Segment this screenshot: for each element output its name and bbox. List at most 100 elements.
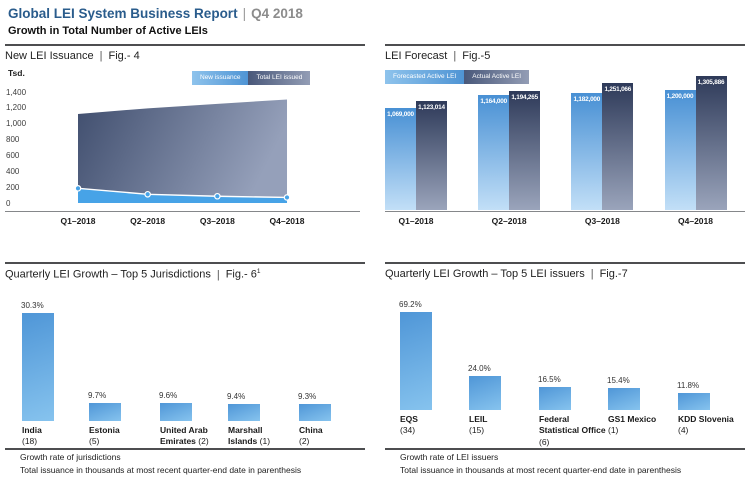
category-label: Federal Statistical Office (6): [539, 414, 606, 447]
category-label: Estonia (5): [89, 425, 120, 447]
percent-label: 9.3%: [298, 392, 317, 402]
new-issuance-marker: [283, 194, 291, 201]
jurisdiction-bar: [22, 312, 54, 421]
ytick-label: 1,000: [6, 119, 27, 129]
issuer-bar: [469, 375, 501, 410]
actual-active-lei-bar: 1,194,265: [509, 91, 541, 210]
fig4-y-unit: Tsd.: [8, 68, 25, 78]
forecasted-active-lei-bar: 1,069,000: [385, 108, 416, 210]
category-label: EQS (34): [400, 414, 418, 436]
bar-value-label: 1,200,000: [666, 93, 694, 101]
bar-value-label: 1,164,000: [480, 98, 507, 106]
category-label: LEIL (15): [469, 414, 488, 436]
bar-value-label: 1,123,014: [418, 103, 445, 111]
report-header: Global LEI System Business Report | Q4 201…: [8, 5, 303, 23]
bar-value-label: 1,251,066: [604, 86, 632, 94]
ytick-label: 200: [6, 182, 20, 192]
forecasted-active-lei-bar: 1,182,000: [571, 92, 603, 210]
issuer-bar: [539, 386, 571, 410]
fig5-x-axis: [385, 211, 745, 212]
fig6-fig-label: Fig.- 6: [225, 268, 257, 281]
ytick-label: 600: [6, 150, 20, 160]
fig7-fig-label: Fig.-7: [599, 268, 628, 280]
actual-active-lei-bar: 1,305,886: [695, 75, 727, 210]
fig6-footnote-1: Growth rate of jurisdictions: [20, 452, 121, 462]
jurisdiction-bar: [160, 403, 192, 421]
actual-active-lei-bar: 1,123,014: [416, 100, 447, 210]
percent-label: 16.5%: [538, 374, 561, 384]
report-period: Q4 2018: [251, 6, 303, 21]
bar-value-label: 1,305,886: [697, 78, 725, 86]
fig5-x-label: Q1–2018: [398, 216, 434, 226]
header-divider-left: [5, 44, 365, 46]
bar-value-label: 1,069,000: [387, 111, 414, 119]
ytick-label: 400: [6, 166, 20, 176]
issuer-bar: [678, 393, 710, 410]
category-label: GS1 Mexico (1): [608, 414, 657, 436]
legend-actual-active-lei: Actual Active LEI: [464, 70, 530, 84]
category-label: KDD Slovenia (4): [678, 414, 734, 436]
percent-label: 9.4%: [227, 391, 246, 401]
jurisdiction-bar: [89, 402, 121, 421]
jurisdiction-bar: [299, 404, 331, 421]
percent-label: 69.2%: [399, 299, 422, 309]
report-subtitle: Growth in Total Number of Active LEIs: [8, 25, 208, 37]
new-issuance-marker: [144, 190, 151, 198]
fig4-x-axis: [5, 211, 360, 212]
forecasted-active-lei-bar: 1,164,000: [478, 95, 510, 210]
fig7-footnote-2: Total issuance in thousands at most rece…: [400, 465, 682, 475]
fig4-x-label: Q2–2018: [130, 216, 166, 226]
fig6-title-text: Quarterly LEI Growth – Top 5 Jurisdictio…: [5, 268, 211, 281]
header-pipe: |: [242, 6, 247, 21]
legend-new-issuance: New issuance: [192, 71, 249, 85]
fig5-title-text: LEI Forecast: [385, 50, 448, 62]
category-label: United Arab Emirates (2): [160, 425, 209, 447]
fig7-title-text: Quarterly LEI Growth – Top 5 LEI issuers: [385, 268, 585, 280]
fig7-title: Quarterly LEI Growth – Top 5 LEI issuers…: [385, 268, 628, 280]
actual-active-lei-bar: 1,251,066: [602, 83, 634, 210]
fig6-footnote-marker: 1: [256, 268, 261, 275]
issuer-bar: [400, 311, 432, 410]
fig5-fig-label: Fig.-5: [462, 50, 491, 62]
fig6-bottom-rule: [5, 448, 365, 450]
fig6-footnote-2: Total issuance in thousands at most rece…: [20, 465, 302, 475]
ytick-label: 1,200: [6, 103, 27, 113]
new-issuance-marker: [74, 185, 82, 192]
fig4-fig-label: Fig.- 4: [108, 50, 140, 62]
ytick-label: 800: [6, 135, 20, 145]
total-lei-issued-area: [78, 99, 288, 203]
fig4-legend: New issuance Total LEI issued: [192, 71, 311, 85]
fig5-title: LEI Forecast | Fig.-5: [385, 50, 491, 62]
legend-forecasted-active-lei: Forecasted Active LEI: [385, 70, 465, 84]
percent-label: 15.4%: [607, 376, 630, 386]
fig4-title-text: New LEI Issuance: [5, 50, 94, 62]
jurisdiction-bar: [228, 403, 260, 421]
fig4-x-label: Q3–2018: [199, 216, 235, 226]
percent-label: 24.0%: [468, 363, 491, 373]
section-divider-left: [5, 262, 365, 264]
bar-value-label: 1,182,000: [573, 95, 601, 103]
ytick-label: 0: [6, 198, 11, 208]
category-label: India (18): [22, 425, 42, 447]
percent-label: 30.3%: [21, 300, 44, 310]
category-label: China (2): [299, 425, 323, 447]
fig5-x-label: Q4–2018: [678, 216, 713, 226]
bar-value-label: 1,194,265: [511, 94, 538, 101]
header-divider-right: [385, 44, 745, 46]
fig5-legend: Forecasted Active LEI Actual Active LEI: [385, 70, 530, 84]
fig4-x-label: Q4–2018: [269, 216, 305, 226]
fig6-title: Quarterly LEI Growth – Top 5 Jurisdictio…: [5, 268, 261, 281]
category-label: Marshall Islands (1): [228, 425, 271, 447]
fig4-title: New LEI Issuance | Fig.- 4: [5, 50, 140, 62]
fig7-bottom-rule: [385, 448, 745, 450]
percent-label: 11.8%: [677, 381, 700, 391]
percent-label: 9.6%: [159, 391, 178, 401]
report-title: Global LEI System Business Report: [8, 6, 238, 21]
issuer-bar: [608, 388, 640, 410]
forecasted-active-lei-bar: 1,200,000: [664, 90, 696, 210]
fig4-x-label: Q1–2018: [60, 216, 96, 226]
new-issuance-marker: [214, 192, 221, 200]
legend-total-lei-issued: Total LEI issued: [248, 71, 311, 85]
fig7-footnote-1: Growth rate of LEI issuers: [400, 452, 499, 462]
